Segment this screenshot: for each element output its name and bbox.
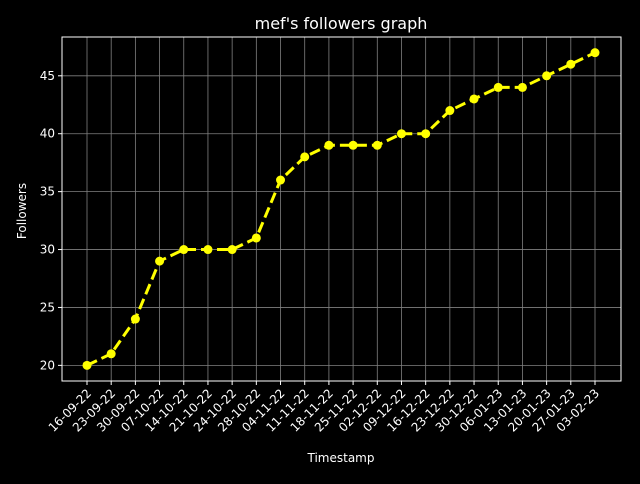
data-point [227,245,237,255]
data-point [590,48,600,58]
data-point [130,314,140,324]
chart-title: mef's followers graph [255,14,428,33]
y-tick-label: 20 [40,358,55,372]
data-point [396,129,406,139]
data-point [300,152,310,162]
y-axis-label: Followers [15,183,29,239]
data-point [445,106,455,116]
y-tick-label: 40 [40,127,55,141]
data-point [324,140,334,150]
data-point [203,245,213,255]
data-point [421,129,431,139]
grid-layer [62,37,621,381]
series-line [86,51,596,367]
data-point [155,256,165,266]
y-tick-label: 45 [40,69,55,83]
data-point [372,140,382,150]
data-point [251,233,261,243]
data-point [106,349,116,359]
data-point [276,175,286,185]
data-point [542,71,552,81]
data-point [82,360,92,370]
y-tick-label: 35 [40,185,55,199]
data-point [179,245,189,255]
data-point [493,82,503,92]
y-tick-label: 25 [40,300,55,314]
plot-frame [61,36,622,382]
data-point [469,94,479,104]
data-point [348,140,358,150]
y-tick-label: 30 [40,243,55,257]
data-point [566,59,576,69]
x-axis-label: Timestamp [307,451,375,465]
series-layer [82,48,600,370]
data-point [517,82,527,92]
